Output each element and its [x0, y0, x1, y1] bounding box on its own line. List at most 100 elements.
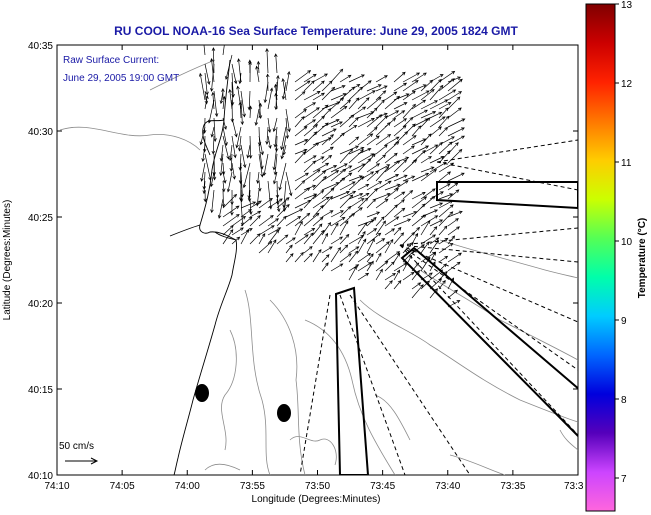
current-vector [402, 72, 421, 83]
current-vector [366, 181, 383, 191]
current-vector [303, 102, 317, 110]
colorbar-tick-label: 10 [621, 237, 633, 248]
current-vector [285, 208, 304, 218]
colorbar-tick-label: 7 [621, 474, 627, 485]
scale-label: 50 cm/s [59, 441, 94, 452]
current-vector [366, 187, 378, 200]
current-vector [222, 126, 228, 147]
y-tick-label: 40:10 [28, 471, 53, 482]
current-vector [384, 136, 400, 146]
current-vector [303, 91, 321, 101]
current-vector [447, 91, 463, 101]
current-vector [438, 162, 455, 173]
current-vector [375, 192, 391, 200]
current-vector [357, 252, 372, 263]
current-vector [429, 226, 438, 236]
current-vector [263, 81, 269, 104]
current-vector [402, 254, 413, 272]
current-vector [420, 117, 431, 128]
current-vector [393, 232, 405, 245]
current-vector [222, 214, 240, 227]
current-vector [393, 252, 401, 263]
current-vector [348, 198, 365, 209]
current-vector [230, 198, 234, 216]
x-tick-label: 73:55 [240, 481, 265, 492]
scale-arrow [65, 457, 99, 465]
current-vector [438, 171, 451, 182]
current-vector [321, 146, 334, 155]
current-vector [276, 203, 290, 218]
current-vector [276, 198, 281, 213]
current-vector [321, 232, 328, 245]
current-vector [254, 108, 260, 126]
current-vector [438, 150, 451, 164]
current-vector [222, 45, 227, 56]
current-vector [339, 190, 357, 200]
current-vector [222, 180, 226, 193]
temperature-colorbar: 13 12 11 10 9 8 7 Temperature (°C) [585, 0, 648, 512]
current-vector [375, 144, 388, 155]
current-vector [294, 148, 308, 155]
current-vector [330, 246, 341, 263]
current-vector [267, 117, 272, 133]
current-vector [411, 125, 422, 137]
current-vector [221, 189, 226, 208]
current-vector [330, 68, 344, 83]
current-vector [357, 153, 375, 164]
current-vector [366, 260, 374, 272]
current-vector [447, 78, 463, 92]
current-vector [447, 300, 461, 308]
current-vector [294, 138, 309, 146]
current-vector [447, 289, 459, 299]
current-legend-line2: June 29, 2005 19:00 GMT [63, 73, 179, 84]
current-vector [339, 233, 350, 245]
current-vector [411, 282, 422, 290]
current-vector [348, 106, 367, 119]
current-vector [285, 244, 293, 254]
current-vector [357, 97, 370, 110]
current-vector [280, 135, 287, 160]
current-vector [447, 142, 459, 155]
current-vector [222, 229, 234, 245]
current-vector [258, 153, 264, 178]
current-vector [411, 244, 425, 254]
current-vector [366, 135, 380, 146]
current-vector [438, 263, 447, 272]
current-vector [303, 169, 321, 182]
current-vector [393, 174, 408, 182]
current-vector [210, 189, 215, 214]
current-vector [375, 112, 388, 119]
current-vector [235, 126, 242, 149]
current-vector [348, 146, 365, 155]
x-tick-label: 74:10 [44, 481, 69, 492]
current-vector [393, 110, 406, 119]
current-vector [402, 145, 415, 155]
current-vector [312, 156, 325, 164]
current-vector [429, 237, 440, 245]
x-axis: 74:10 74:05 74:00 73:55 73:50 73:45 73:40 73:35… [44, 45, 584, 492]
current-vector [348, 246, 360, 254]
current-vector [447, 235, 456, 245]
current-vector [321, 246, 333, 254]
current-vector [348, 235, 365, 245]
current-vector [231, 227, 244, 236]
current-vector [258, 225, 275, 236]
current-vector [420, 144, 439, 155]
current-vector [429, 219, 444, 227]
current-vector [438, 255, 449, 263]
y-tick-label: 40:15 [28, 385, 53, 396]
current-vector [348, 264, 360, 272]
current-vector [276, 74, 280, 92]
current-vector [267, 198, 283, 209]
current-vector [276, 234, 289, 245]
current-vector [438, 225, 448, 236]
current-vector [438, 237, 449, 245]
current-vector [402, 103, 416, 119]
current-vector [366, 198, 377, 209]
current-vector [393, 269, 400, 281]
current-vector [321, 165, 338, 173]
current-vector [420, 241, 430, 254]
current-vector [276, 197, 290, 209]
colorbar-gradient [585, 3, 616, 512]
current-vector [438, 70, 456, 83]
